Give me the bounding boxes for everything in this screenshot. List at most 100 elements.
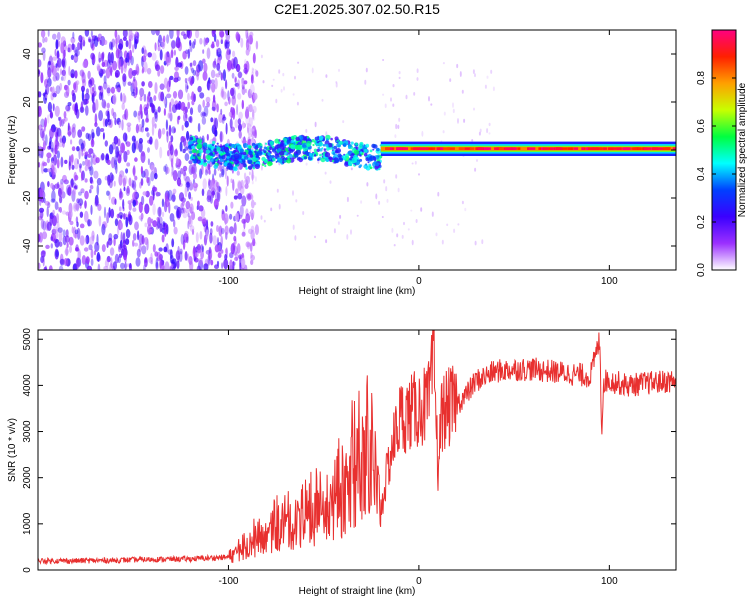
noise-blob xyxy=(230,126,235,133)
noise-blob xyxy=(187,101,191,110)
noise-speck xyxy=(442,62,445,65)
noise-blob xyxy=(127,200,132,205)
noise-blob xyxy=(175,209,180,219)
noise-blob xyxy=(88,244,93,251)
signal-blob xyxy=(319,153,322,157)
carrier-peak xyxy=(538,147,542,150)
noise-blob xyxy=(109,263,114,270)
noise-speck xyxy=(471,139,474,142)
noise-blob xyxy=(156,216,160,222)
noise-blob xyxy=(113,180,116,187)
noise-blob xyxy=(172,91,178,99)
noise-blob xyxy=(74,158,79,170)
signal-blob xyxy=(311,139,315,143)
noise-blob xyxy=(230,87,235,97)
noise-blob xyxy=(81,126,86,132)
noise-blob xyxy=(120,65,124,74)
noise-blob xyxy=(225,205,228,212)
noise-blob xyxy=(165,166,170,174)
noise-blob xyxy=(86,219,92,227)
noise-blob xyxy=(128,177,132,187)
noise-blob xyxy=(72,31,75,39)
noise-blob xyxy=(103,75,107,84)
noise-blob xyxy=(177,89,184,100)
noise-blob xyxy=(224,41,230,49)
noise-blob xyxy=(121,93,126,104)
signal-blob xyxy=(318,141,324,147)
x-tick-label: -100 xyxy=(218,576,238,587)
noise-blob xyxy=(120,262,125,270)
signal-blob xyxy=(252,167,256,170)
noise-blob xyxy=(197,104,202,113)
noise-blob xyxy=(92,102,96,114)
signal-blob xyxy=(277,157,283,163)
carrier-peak xyxy=(437,147,441,150)
noise-blob xyxy=(212,235,217,246)
noise-speck xyxy=(300,153,303,157)
signal-blob xyxy=(372,148,375,151)
noise-blob xyxy=(115,48,120,59)
noise-blob xyxy=(248,34,254,45)
carrier-peak xyxy=(425,147,433,150)
signal-blob xyxy=(213,164,218,169)
noise-blob xyxy=(187,92,190,101)
noise-blob xyxy=(228,96,231,105)
carrier-peak xyxy=(385,147,390,150)
snr-x-label: Height of straight line (km) xyxy=(299,586,416,597)
signal-blob xyxy=(333,145,338,150)
noise-blob xyxy=(60,156,64,168)
signal-blob xyxy=(243,143,248,148)
noise-blob xyxy=(196,205,199,210)
noise-blob xyxy=(43,168,49,173)
colorbar-tick-label: 0.8 xyxy=(696,71,707,85)
noise-blob xyxy=(47,168,52,173)
noise-blob xyxy=(192,164,197,175)
noise-blob xyxy=(62,229,66,237)
signal-blob xyxy=(189,136,194,141)
noise-blob xyxy=(104,140,109,147)
noise-blob xyxy=(210,69,216,79)
y-tick-label: 1000 xyxy=(22,512,33,535)
noise-blob xyxy=(67,122,70,132)
carrier-peak xyxy=(585,147,590,150)
signal-blob xyxy=(274,138,280,144)
noise-blob xyxy=(225,79,228,90)
noise-blob xyxy=(177,76,181,82)
signal-blob xyxy=(369,166,373,170)
signal-blob xyxy=(319,148,323,152)
noise-blob xyxy=(38,59,42,68)
noise-blob xyxy=(62,174,67,183)
noise-blob xyxy=(158,216,163,225)
signal-blob xyxy=(359,164,363,167)
noise-blob xyxy=(186,85,189,90)
signal-blob xyxy=(221,155,226,160)
noise-blob xyxy=(111,108,114,116)
noise-blob xyxy=(38,42,42,48)
signal-blob xyxy=(230,160,233,163)
noise-blob xyxy=(59,132,62,142)
noise-blob xyxy=(175,250,181,261)
noise-blob xyxy=(236,170,240,176)
noise-blob xyxy=(211,82,216,93)
noise-blob xyxy=(56,150,61,159)
colorbar-frame xyxy=(711,29,737,271)
noise-speck xyxy=(382,59,385,61)
noise-blob xyxy=(50,236,54,241)
noise-blob xyxy=(65,246,69,257)
noise-blob xyxy=(54,201,59,210)
noise-blob xyxy=(194,69,200,77)
noise-blob xyxy=(155,30,160,36)
noise-blob xyxy=(154,138,159,151)
noise-blob xyxy=(228,111,232,117)
noise-blob xyxy=(245,106,249,115)
noise-blob xyxy=(167,249,173,255)
noise-blob xyxy=(170,171,174,177)
noise-blob xyxy=(235,251,239,262)
signal-blob xyxy=(205,154,211,160)
signal-blob xyxy=(241,159,246,163)
noise-blob xyxy=(39,198,42,207)
noise-blob xyxy=(98,110,103,122)
noise-blob xyxy=(151,52,157,61)
noise-blob xyxy=(123,151,128,163)
noise-blob xyxy=(135,123,139,134)
